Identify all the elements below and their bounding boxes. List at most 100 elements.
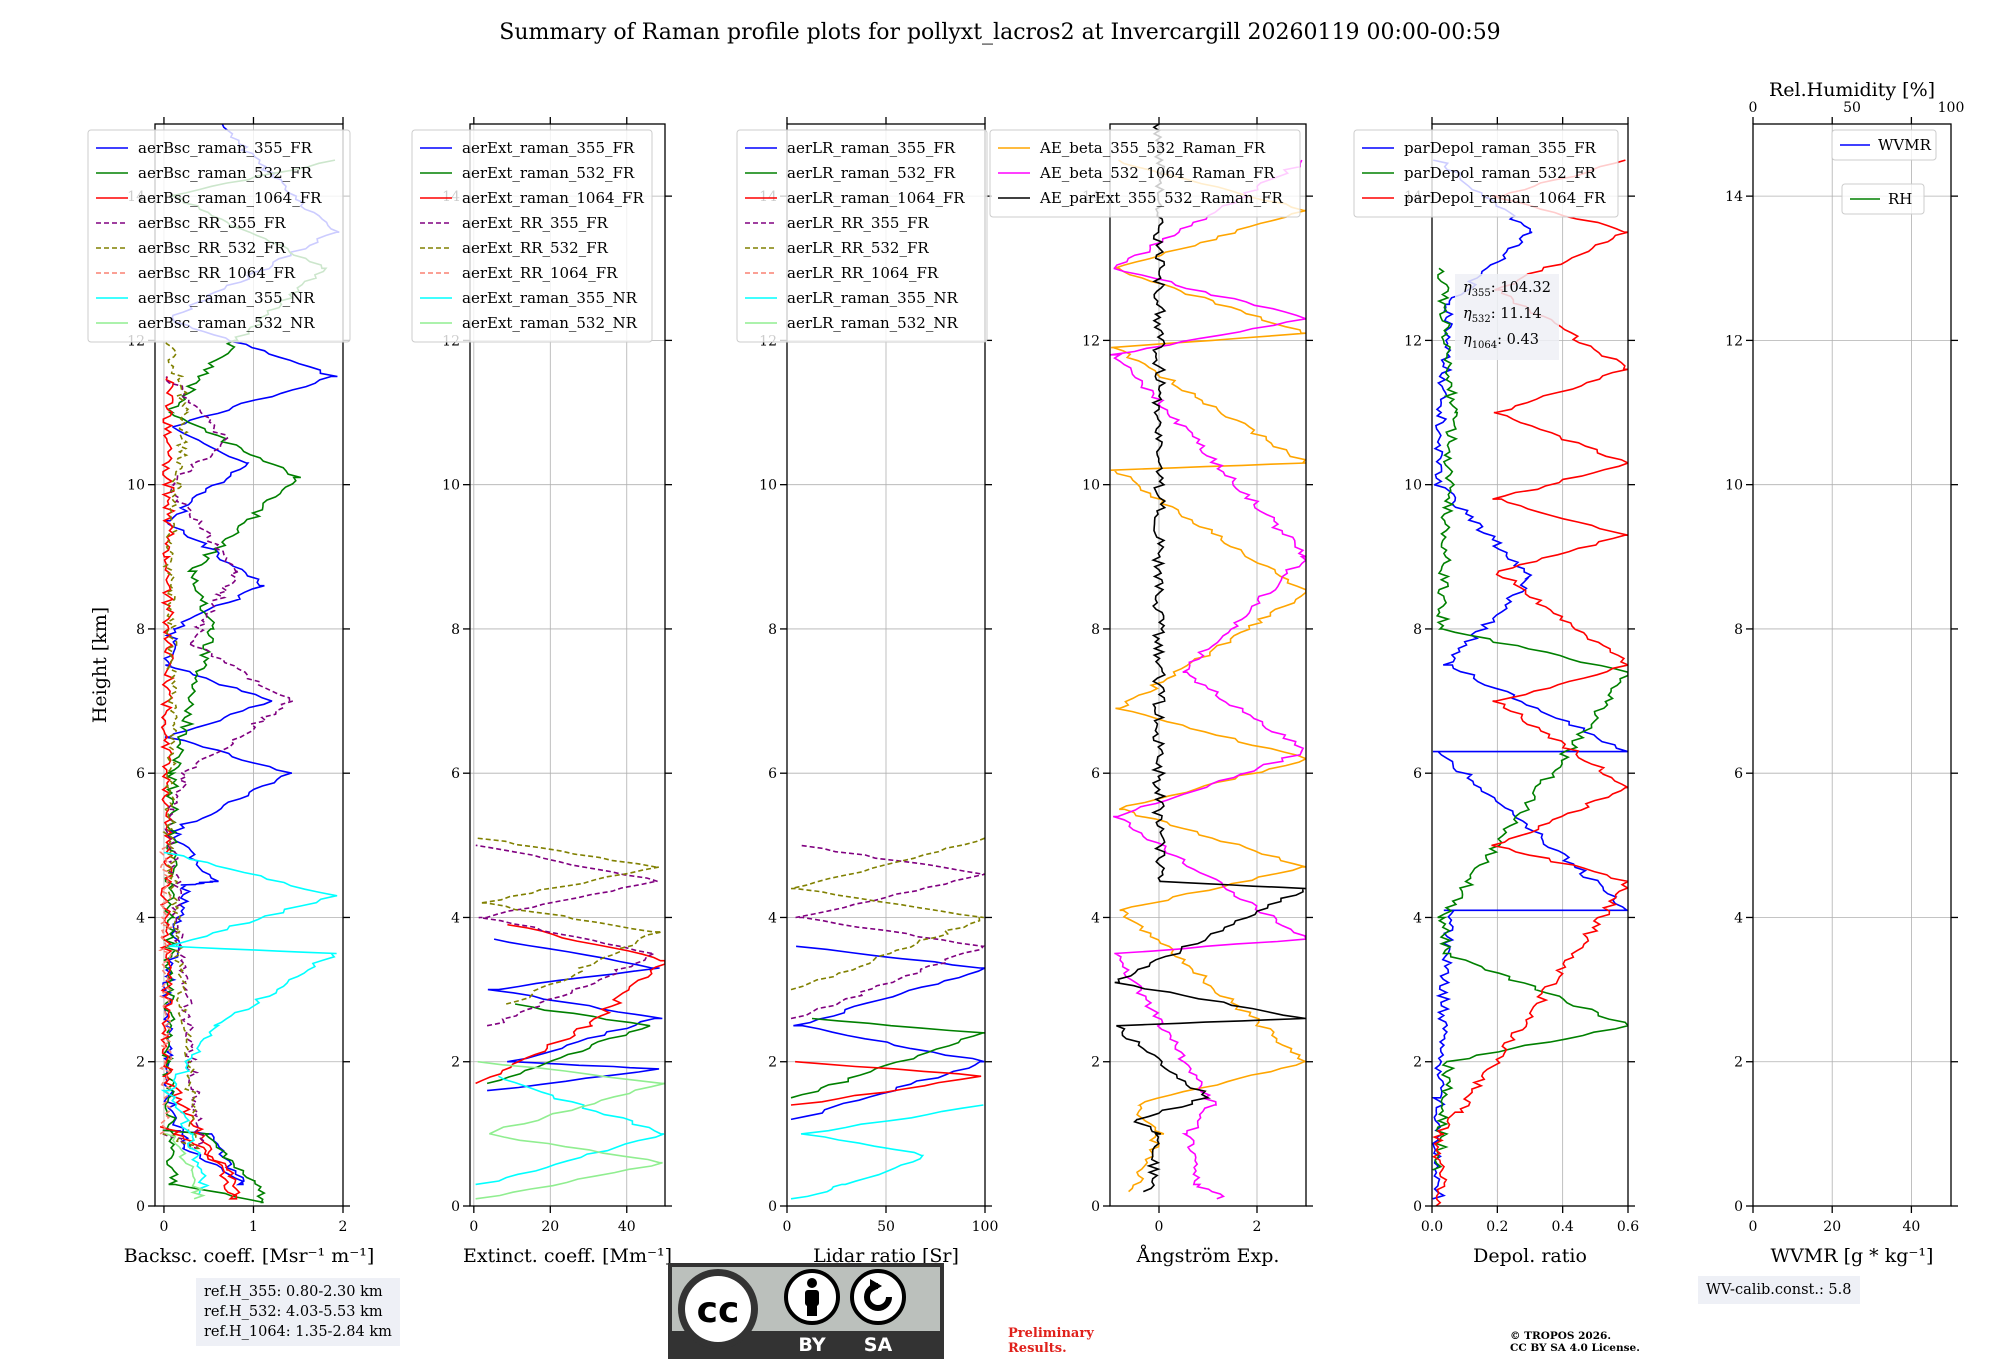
- legend-label: AE_beta_355_532_Raman_FR: [1039, 139, 1266, 157]
- series-aerBsc_raman_532_NR: [165, 1133, 206, 1200]
- legend-label: aerBsc_raman_355_NR: [138, 289, 315, 307]
- y-tick-label: 12: [1725, 333, 1743, 349]
- legend-label: aerExt_RR_355_FR: [462, 214, 609, 232]
- top-x-tick-label: 0: [1749, 100, 1758, 116]
- x-axis-label: Extinct. coeff. [Mm⁻¹]: [463, 1245, 672, 1267]
- copyright-note: © TROPOS 2026. CC BY SA 4.0 License.: [1510, 1330, 1640, 1354]
- y-tick-label: 4: [1091, 910, 1100, 926]
- y-tick-label: 0: [768, 1199, 777, 1215]
- axes-frame: [469, 123, 666, 1207]
- y-tick-label: 0: [1734, 1199, 1743, 1215]
- x-tick-label: 0.4: [1552, 1219, 1574, 1235]
- by-person-body: [805, 1290, 819, 1306]
- legend-label: aerBsc_raman_532_FR: [138, 164, 313, 182]
- legend-label: parDepol_raman_355_FR: [1404, 139, 1597, 157]
- legend-label: AE_parExt_355_532_Raman_FR: [1039, 189, 1284, 207]
- legend-label: parDepol_raman_532_FR: [1404, 164, 1597, 182]
- legend-label: aerLR_raman_532_FR: [787, 164, 956, 182]
- eta-calibration-box: η355: 104.32 η532: 11.14 η1064: 0.43: [1455, 274, 1560, 360]
- series-aerLR_raman_355_FR: [790, 945, 985, 1121]
- y-tick-label: 6: [1734, 766, 1743, 782]
- x-axis-label: Backsc. coeff. [Msr⁻¹ m⁻¹]: [124, 1245, 375, 1267]
- x-tick-label: 0: [469, 1219, 478, 1235]
- series-AE_parExt_355_532_Raman_FR: [1114, 124, 1306, 1193]
- ref-height-1064: ref.H_1064: 1.35-2.84 km: [204, 1324, 392, 1340]
- legend-label: aerLR_raman_1064_FR: [787, 189, 965, 207]
- y-tick-label: 2: [768, 1055, 777, 1071]
- legend-label: aerExt_RR_532_FR: [462, 239, 609, 257]
- legend-label: aerLR_RR_1064_FR: [787, 264, 939, 282]
- y-tick-label: 14: [1725, 189, 1743, 205]
- y-tick-label: 8: [768, 622, 777, 638]
- cc-sa-label: SA: [864, 1334, 893, 1356]
- x-tick-label: 50: [877, 1219, 895, 1235]
- y-tick-label: 0: [451, 1199, 460, 1215]
- y-tick-label: 8: [451, 622, 460, 638]
- series-AE_beta_532_1064_Raman_FR: [1110, 159, 1306, 1200]
- x-tick-label: 0: [159, 1219, 168, 1235]
- legend-label: aerBsc_raman_1064_FR: [138, 189, 322, 207]
- y-axis-label: Height [km]: [89, 607, 111, 723]
- x-tick-label: 40: [1902, 1219, 1920, 1235]
- series-aerExt_raman_1064_FR: [475, 923, 665, 1085]
- preliminary-line-2: Results.: [1008, 1341, 1067, 1356]
- series-parDepol_raman_1064_FR: [1432, 159, 1628, 1206]
- x-tick-label: 0: [1749, 1219, 1758, 1235]
- y-tick-label: 10: [442, 478, 460, 494]
- panel-lr: 02468101214050100Lidar ratio [Sr]aerLR_r…: [736, 117, 998, 1267]
- legend-label: aerLR_raman_355_FR: [787, 139, 956, 157]
- preliminary-note: Preliminary Results.: [1008, 1326, 1094, 1356]
- y-tick-label: 2: [1734, 1055, 1743, 1071]
- legend-label: WVMR: [1878, 136, 1932, 154]
- legend-label: aerExt_raman_532_NR: [462, 314, 638, 332]
- series-aerBsc_raman_355_NR: [160, 851, 338, 1196]
- panel-bsc: 02468101214012Backsc. coeff. [Msr⁻¹ m⁻¹]…: [87, 117, 375, 1267]
- y-tick-label: 8: [1091, 622, 1100, 638]
- x-tick-label: 0.6: [1617, 1219, 1639, 1235]
- legend-label: aerExt_raman_1064_FR: [462, 189, 644, 207]
- legend-label: aerBsc_RR_1064_FR: [138, 264, 296, 282]
- x-axis-label: Ångström Exp.: [1136, 1245, 1280, 1267]
- legend-label: aerLR_raman_532_NR: [787, 314, 958, 332]
- wv-calib-box: WV-calib.const.: 5.8: [1698, 1276, 1860, 1304]
- series-aerExt_RR_532_FR: [476, 837, 662, 1005]
- legend-box: [1353, 129, 1619, 218]
- by-person-head: [807, 1278, 817, 1288]
- x-tick-label: 0: [1155, 1219, 1164, 1235]
- panel-ext: 0246810121402040Extinct. coeff. [Mm⁻¹]ae…: [411, 117, 672, 1267]
- legend-label: AE_beta_532_1064_Raman_FR: [1039, 164, 1275, 182]
- eta-355: η355: 104.32: [1463, 280, 1552, 299]
- legend-box: [1831, 129, 1937, 161]
- copyright-line-2: CC BY SA 4.0 License.: [1510, 1342, 1640, 1354]
- y-tick-label: 6: [1091, 766, 1100, 782]
- y-tick-label: 4: [451, 910, 460, 926]
- series-aerBsc_RR_532_FR: [162, 339, 201, 1150]
- copyright-line-1: © TROPOS 2026.: [1510, 1330, 1612, 1342]
- y-tick-label: 12: [1082, 333, 1100, 349]
- legend-label: aerExt_RR_1064_FR: [462, 264, 618, 282]
- legend-label: aerBsc_RR_355_FR: [138, 214, 286, 232]
- y-tick-label: 2: [451, 1055, 460, 1071]
- reference-heights-box: ref.H_355: 0.80-2.30 km ref.H_532: 4.03-…: [196, 1278, 400, 1346]
- sa-arrow-head: [870, 1279, 882, 1293]
- y-tick-label: 2: [1413, 1055, 1422, 1071]
- series-AE_beta_355_532_Raman_FR: [1110, 159, 1306, 1193]
- y-tick-label: 10: [1082, 478, 1100, 494]
- legend-label: parDepol_raman_1064_FR: [1404, 189, 1606, 207]
- series-aerLR_raman_1064_FR: [790, 1060, 982, 1106]
- y-tick-label: 10: [127, 478, 145, 494]
- cc-by-sa-badge[interactable]: cc BY SA: [668, 1263, 944, 1359]
- y-tick-label: 0: [1413, 1199, 1422, 1215]
- sa-share-icon: [850, 1269, 906, 1325]
- y-tick-label: 8: [1413, 622, 1422, 638]
- axes-frame: [154, 123, 344, 1207]
- legend-label: aerBsc_raman_532_NR: [138, 314, 315, 332]
- x-tick-label: 1: [249, 1219, 258, 1235]
- cc-logo-disc: [685, 1276, 751, 1342]
- legend-label: aerLR_RR_532_FR: [787, 239, 929, 257]
- axes-frame: [1431, 123, 1629, 1207]
- legend-box: [1841, 183, 1925, 215]
- y-tick-label: 8: [1734, 622, 1743, 638]
- series-aerLR_RR_355_FR: [790, 844, 985, 1020]
